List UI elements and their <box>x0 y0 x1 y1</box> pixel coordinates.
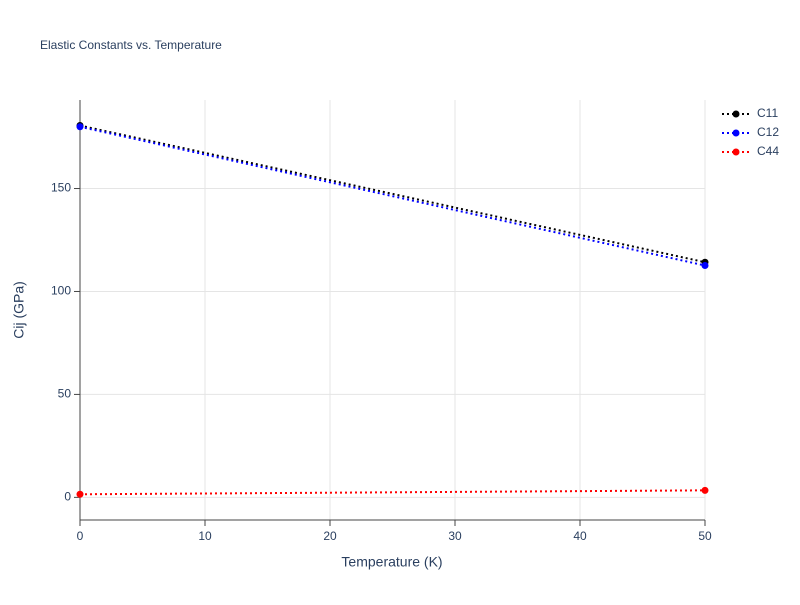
legend-label: C12 <box>757 125 779 139</box>
legend-label: C11 <box>757 106 778 120</box>
marker <box>701 486 709 494</box>
y-tick-label: 50 <box>58 387 72 401</box>
x-tick-label: 50 <box>698 529 712 543</box>
chart-title: Elastic Constants vs. Temperature <box>40 38 222 52</box>
legend-marker <box>732 110 740 118</box>
y-axis-title: Cij (GPa) <box>11 281 27 339</box>
marker <box>76 490 84 498</box>
legend-marker <box>732 129 740 137</box>
x-tick-label: 0 <box>77 529 84 543</box>
x-tick-label: 40 <box>573 529 587 543</box>
y-tick-label: 100 <box>51 284 71 298</box>
x-axis-title: Temperature (K) <box>341 554 442 570</box>
legend-marker <box>732 148 740 156</box>
legend: C11 C12 C44 <box>722 106 779 158</box>
y-tick-label: 0 <box>64 490 71 504</box>
legend-label: C44 <box>757 144 779 158</box>
series-line <box>79 124 706 264</box>
y-tick-label: 150 <box>51 181 71 195</box>
marker <box>76 123 84 131</box>
x-tick-label: 10 <box>198 529 212 543</box>
marker <box>701 262 709 270</box>
x-tick-label: 20 <box>323 529 337 543</box>
series-line <box>79 125 706 267</box>
x-tick-label: 30 <box>448 529 462 543</box>
series-line <box>79 489 706 496</box>
